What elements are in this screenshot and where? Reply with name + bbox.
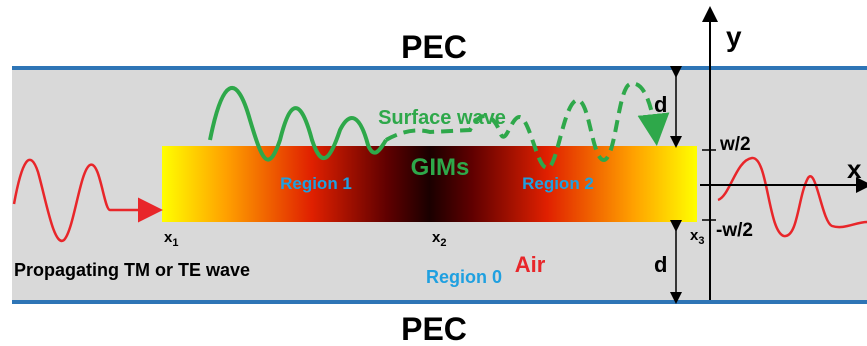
surface-wave-label: Surface wave	[378, 107, 506, 129]
region0-label: Region 0	[426, 267, 502, 287]
region2-label: Region 2	[522, 174, 594, 193]
air-label: Air	[515, 252, 546, 277]
gims-label: GIMs	[411, 154, 470, 181]
x3-label: x3	[690, 227, 704, 247]
x1-label: x1	[164, 229, 178, 249]
pec-bottom-label: PEC	[401, 311, 467, 346]
propagating-wave-label: Propagating TM or TE wave	[14, 260, 250, 280]
pec-top-label: PEC	[401, 29, 467, 65]
surface-wave-solid	[208, 86, 388, 162]
d-top-label: d	[654, 92, 667, 117]
w2-positive-label: w/2	[719, 134, 751, 155]
d-bottom-label: d	[654, 252, 667, 277]
incident-wave	[12, 158, 163, 243]
x2-label: x2	[432, 229, 446, 249]
transmitted-wave	[717, 156, 867, 238]
y-axis-label: y	[726, 21, 742, 52]
region1-label: Region 1	[280, 174, 352, 193]
x-axis-label: x	[847, 154, 862, 184]
w2-negative-label: -w/2	[716, 220, 753, 241]
surface-wave-dashed	[385, 81, 670, 170]
